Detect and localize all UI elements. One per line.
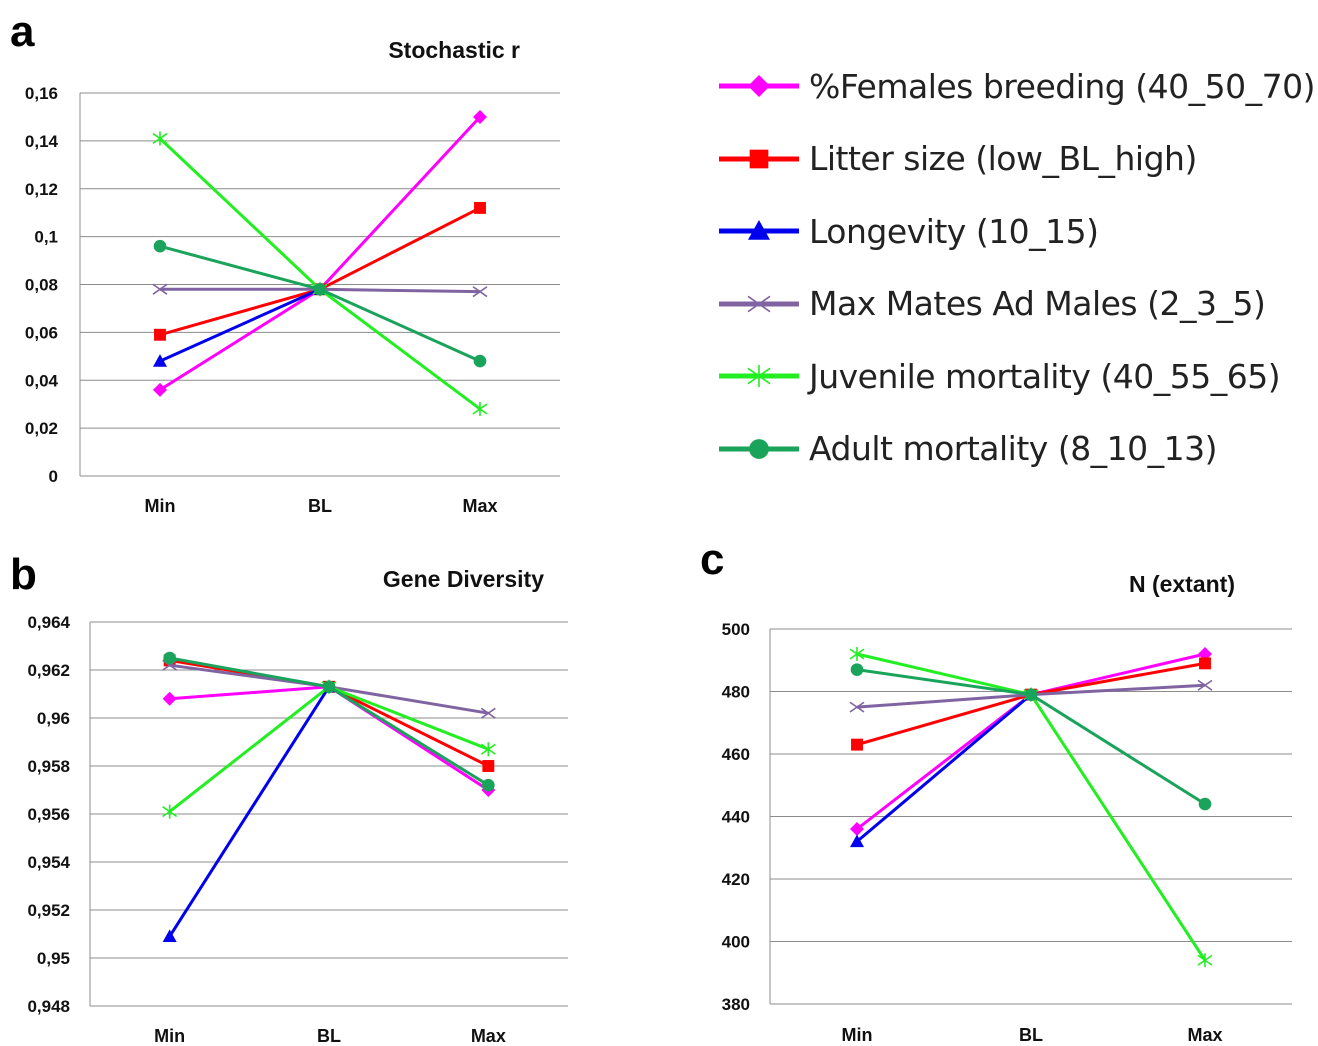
legend-label: Longevity (10_15) — [809, 212, 1099, 251]
chart-title: Gene Diversity — [383, 566, 544, 592]
x-tick-label: Min — [145, 496, 176, 516]
series-line — [160, 289, 320, 361]
chart-gene-diversity: Gene Diversity 0,948 0,95 0,952 0,954 0,956 0,… — [27, 566, 568, 1046]
y-tick-label: 0,04 — [25, 371, 59, 390]
data-point — [323, 681, 336, 694]
series-line — [170, 660, 489, 766]
series-line — [160, 138, 480, 408]
chart-legend: %Females breeding (40_50_70) Litter size… — [715, 50, 1315, 485]
legend-item: %Females breeding (40_50_70) — [715, 50, 1315, 123]
y-tick-label: 0,96 — [37, 709, 70, 728]
data-point — [163, 652, 176, 665]
chart-n-extant: N (extant) 380 400 420 440 460 480 500 Min BL Max — [722, 571, 1292, 1045]
chart-stochastic-r: Stochastic r 0 0,02 0,04 0,06 0,08 0,1 0,12 0,14… — [25, 37, 560, 516]
y-tick-label: 0,16 — [25, 84, 58, 103]
y-tick-label: 500 — [722, 620, 750, 639]
y-tick-label: 0,1 — [34, 228, 58, 247]
series-longevity-10-15 — [850, 688, 1038, 847]
legend-label: Adult mortality (8_10_13) — [809, 429, 1217, 468]
legend-swatch-litter-size — [715, 139, 803, 179]
data-point — [314, 283, 327, 296]
data-point — [481, 742, 495, 756]
legend-swatch-females-breeding — [715, 66, 803, 106]
x-tick-label: Max — [1187, 1025, 1222, 1045]
y-tick-label: 0,954 — [27, 853, 70, 872]
data-point — [1199, 657, 1211, 669]
series-line — [170, 687, 329, 937]
x-tick-label: Max — [471, 1026, 506, 1046]
y-tick-label: 480 — [722, 683, 750, 702]
y-tick-label: 0,956 — [27, 805, 70, 824]
x-tick-label: BL — [317, 1026, 341, 1046]
series-line — [857, 695, 1031, 842]
legend-item: Longevity (10_15) — [715, 195, 1315, 268]
data-point — [153, 383, 167, 397]
legend-item: Juvenile mortality (40_55_65) — [715, 340, 1315, 413]
series-adult-mortality-8-10-13 — [154, 240, 487, 368]
y-tick-label: 380 — [722, 995, 750, 1014]
data-point — [851, 663, 864, 676]
series-line — [857, 654, 1205, 829]
legend-swatch-max-mates — [715, 284, 803, 324]
y-tick-label: 440 — [722, 808, 750, 827]
y-tick-label: 400 — [722, 933, 750, 952]
data-point — [482, 760, 494, 772]
series-juvenile-mortality-40-55-65 — [153, 131, 487, 415]
legend-marker — [748, 75, 770, 97]
data-point — [1025, 688, 1038, 701]
legend-swatch-longevity — [715, 211, 803, 251]
y-tick-label: 0,06 — [25, 323, 58, 342]
y-tick-label: 0,08 — [25, 276, 58, 295]
data-point — [1199, 798, 1212, 811]
x-tick-label: Min — [154, 1026, 185, 1046]
y-tick-label: 420 — [722, 870, 750, 889]
data-point — [474, 355, 487, 368]
series-line — [160, 208, 480, 335]
x-tick-label: BL — [308, 496, 332, 516]
y-tick-label: 460 — [722, 745, 750, 764]
legend-swatch-juvenile-mortality — [715, 356, 803, 396]
legend-label: Max Mates Ad Males (2_3_5) — [809, 284, 1265, 323]
chart-title: Stochastic r — [388, 37, 520, 63]
series-line — [160, 246, 480, 361]
series-litter-size-low-bl-high — [154, 202, 486, 341]
y-tick-label: 0,964 — [27, 613, 70, 632]
series-line — [160, 117, 480, 390]
data-point — [482, 779, 495, 792]
x-tick-label: Max — [462, 496, 497, 516]
y-tick-label: 0,02 — [25, 419, 58, 438]
data-point — [851, 739, 863, 751]
series-adult-mortality-8-10-13 — [851, 663, 1212, 810]
y-tick-label: 0,962 — [27, 661, 70, 680]
data-point — [154, 240, 167, 253]
legend-label: %Females breeding (40_50_70) — [809, 67, 1315, 106]
legend-swatch-adult-mortality — [715, 429, 803, 469]
y-tick-label: 0 — [49, 467, 58, 486]
y-tick-label: 0,948 — [27, 997, 70, 1016]
chart-title: N (extant) — [1129, 571, 1235, 597]
data-point — [163, 692, 177, 706]
legend-marker — [750, 149, 769, 168]
legend-item: Adult mortality (8_10_13) — [715, 413, 1315, 486]
y-tick-label: 0,14 — [25, 132, 59, 151]
y-tick-label: 0,952 — [27, 901, 70, 920]
series-adult-mortality-8-10-13 — [163, 652, 494, 792]
y-tick-label: 0,958 — [27, 757, 70, 776]
legend-label: Litter size (low_BL_high) — [809, 139, 1197, 178]
series-longevity-10-15 — [163, 680, 336, 942]
legend-item: Max Mates Ad Males (2_3_5) — [715, 268, 1315, 341]
series-juvenile-mortality-40-55-65 — [163, 680, 496, 819]
x-tick-label: Min — [842, 1025, 873, 1045]
legend-marker — [749, 439, 769, 459]
data-point — [474, 202, 486, 214]
series-females-breeding-40-50-70 — [153, 110, 487, 397]
legend-item: Litter size (low_BL_high) — [715, 123, 1315, 196]
data-point — [154, 329, 166, 341]
x-tick-label: BL — [1019, 1025, 1043, 1045]
y-tick-label: 0,12 — [25, 180, 58, 199]
legend-label: Juvenile mortality (40_55_65) — [809, 357, 1280, 396]
y-tick-label: 0,95 — [37, 949, 70, 968]
